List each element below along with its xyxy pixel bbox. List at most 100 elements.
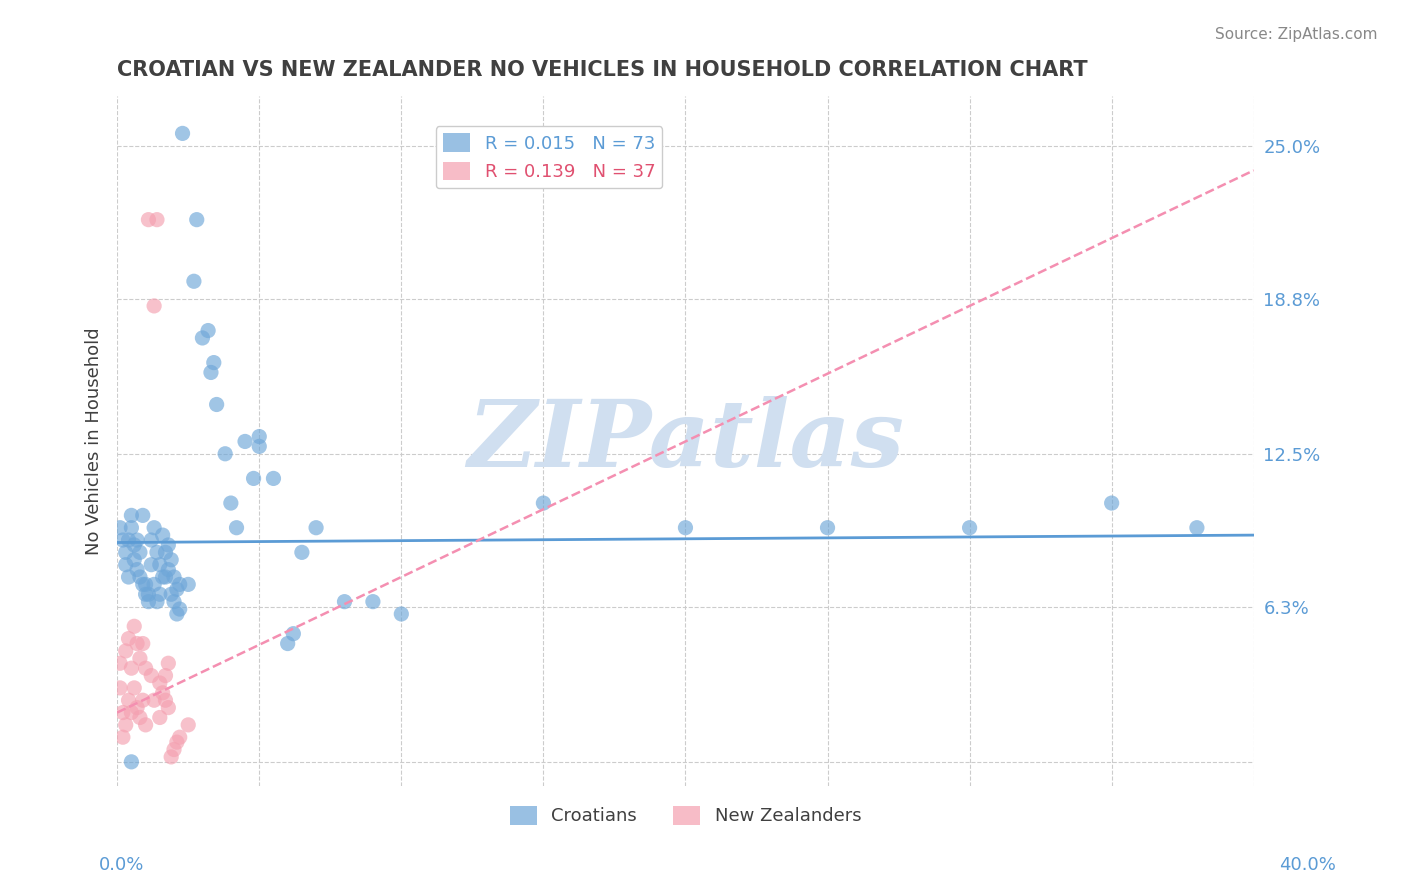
Point <box>117 570 139 584</box>
Point <box>141 558 163 572</box>
Point <box>149 558 172 572</box>
Point <box>157 563 180 577</box>
Text: CROATIAN VS NEW ZEALANDER NO VEHICLES IN HOUSEHOLD CORRELATION CHART: CROATIAN VS NEW ZEALANDER NO VEHICLES IN… <box>117 60 1088 79</box>
Y-axis label: No Vehicles in Household: No Vehicles in Household <box>86 327 103 555</box>
Point <box>122 619 145 633</box>
Point <box>277 636 299 650</box>
Point <box>149 710 172 724</box>
Point <box>122 553 145 567</box>
Point <box>166 735 188 749</box>
Point <box>169 602 191 616</box>
Point <box>160 587 183 601</box>
Point <box>225 521 247 535</box>
Point <box>817 521 839 535</box>
Point <box>135 661 157 675</box>
Point <box>111 533 134 547</box>
Point <box>132 508 155 523</box>
Point <box>141 668 163 682</box>
Point <box>389 607 412 621</box>
Point <box>132 577 155 591</box>
Point <box>146 545 169 559</box>
Point <box>117 533 139 547</box>
Point <box>143 577 166 591</box>
Point <box>262 471 284 485</box>
Point <box>120 706 142 720</box>
Point <box>361 594 384 608</box>
Point <box>122 538 145 552</box>
Point <box>120 661 142 675</box>
Point <box>1101 496 1123 510</box>
Point <box>291 545 314 559</box>
Point <box>155 693 177 707</box>
Point <box>120 521 142 535</box>
Point <box>114 644 136 658</box>
Point <box>202 355 225 369</box>
Point <box>125 700 148 714</box>
Point <box>214 447 236 461</box>
Point <box>333 594 356 608</box>
Point <box>146 594 169 608</box>
Point <box>959 521 981 535</box>
Point <box>117 693 139 707</box>
Point <box>143 299 166 313</box>
Point <box>675 521 697 535</box>
Point <box>183 274 205 288</box>
Point <box>163 594 186 608</box>
Point <box>138 587 160 601</box>
Point <box>132 636 155 650</box>
Point <box>166 607 188 621</box>
Point <box>155 545 177 559</box>
Point <box>135 587 157 601</box>
Point <box>155 570 177 584</box>
Point <box>122 681 145 695</box>
Point <box>108 681 131 695</box>
Point <box>149 676 172 690</box>
Point <box>169 577 191 591</box>
Point <box>125 636 148 650</box>
Point <box>155 668 177 682</box>
Point <box>114 545 136 559</box>
Point <box>157 700 180 714</box>
Point <box>117 632 139 646</box>
Point <box>138 594 160 608</box>
Point <box>132 693 155 707</box>
Point <box>135 577 157 591</box>
Point <box>160 553 183 567</box>
Point <box>135 718 157 732</box>
Point <box>120 508 142 523</box>
Point <box>125 563 148 577</box>
Point <box>129 570 152 584</box>
Point <box>143 521 166 535</box>
Point <box>114 558 136 572</box>
Point <box>157 538 180 552</box>
Point <box>197 324 219 338</box>
Point <box>283 626 305 640</box>
Point <box>166 582 188 597</box>
Point <box>305 521 328 535</box>
Point <box>242 471 264 485</box>
Point <box>163 570 186 584</box>
Point <box>125 533 148 547</box>
Point <box>169 730 191 744</box>
Point <box>172 127 194 141</box>
Point <box>138 212 160 227</box>
Legend: Croatians, New Zealanders: Croatians, New Zealanders <box>502 799 869 832</box>
Point <box>177 718 200 732</box>
Point <box>129 545 152 559</box>
Point <box>157 657 180 671</box>
Point <box>152 570 174 584</box>
Point <box>247 439 270 453</box>
Point <box>152 528 174 542</box>
Point <box>111 706 134 720</box>
Point <box>120 755 142 769</box>
Point <box>205 397 228 411</box>
Point <box>114 718 136 732</box>
Point <box>186 212 208 227</box>
Point <box>149 587 172 601</box>
Point <box>247 429 270 443</box>
Point <box>129 651 152 665</box>
Point <box>163 742 186 756</box>
Point <box>200 366 222 380</box>
Point <box>1185 521 1208 535</box>
Point <box>531 496 554 510</box>
